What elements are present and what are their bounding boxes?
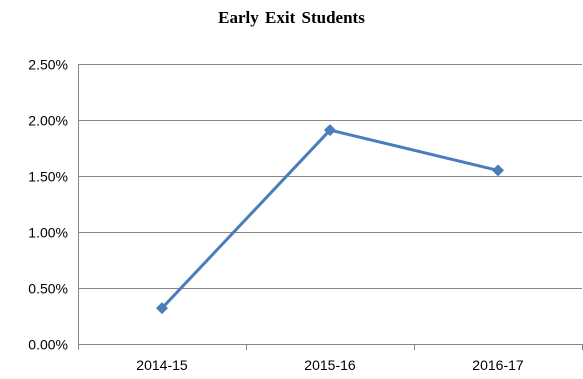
x-axis-tick-labels: 2014-15 2015-16 2016-17 — [136, 357, 524, 373]
data-point-marker — [492, 164, 504, 177]
data-point-marker — [324, 124, 336, 137]
y-tick-label: 1.00% — [28, 225, 68, 241]
y-tick-label: 2.50% — [28, 57, 68, 73]
y-tick-label: 1.50% — [28, 169, 68, 185]
x-tick-label: 2015-16 — [304, 357, 356, 373]
y-tick-label: 0.50% — [28, 281, 68, 297]
chart-title: Early Exit Students — [218, 8, 365, 27]
y-tick-label: 2.00% — [28, 113, 68, 129]
y-tick-label: 0.00% — [28, 337, 68, 353]
series — [156, 124, 504, 315]
y-axis-tick-labels: 0.00% 0.50% 1.00% 1.50% 2.00% 2.50% — [28, 57, 68, 353]
data-point-marker — [156, 302, 168, 315]
axes — [78, 64, 583, 350]
x-tick-label: 2016-17 — [472, 357, 524, 373]
x-tick-label: 2014-15 — [136, 357, 188, 373]
series-line — [160, 128, 499, 310]
gridlines — [78, 64, 582, 289]
